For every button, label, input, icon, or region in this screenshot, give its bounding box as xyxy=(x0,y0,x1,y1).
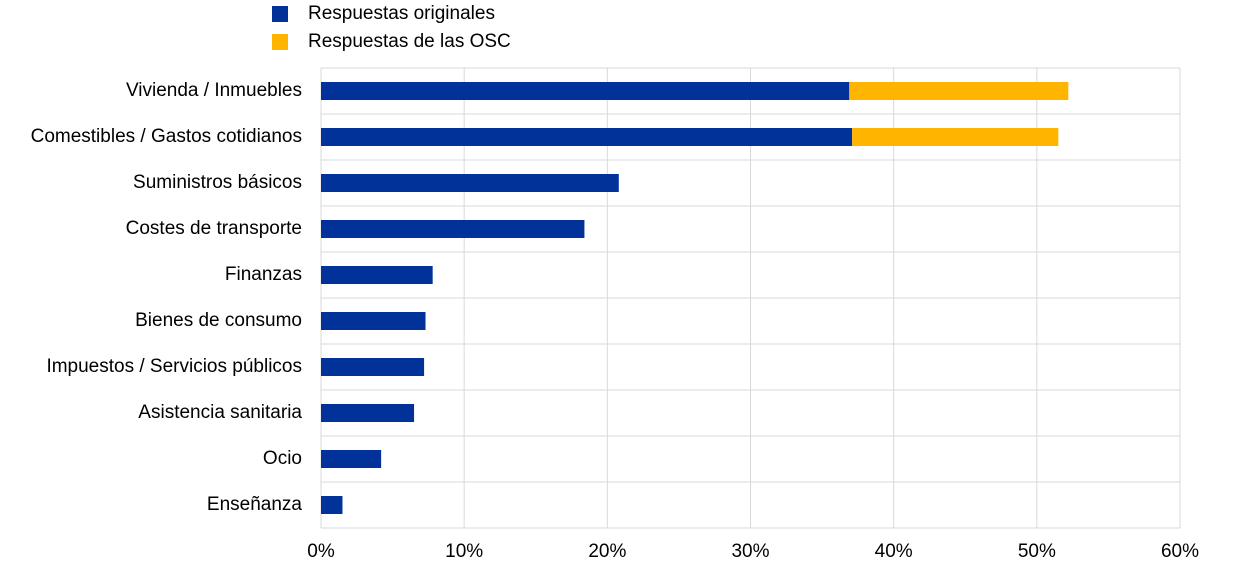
y-tick-label: Finanzas xyxy=(225,264,302,285)
x-tick-label: 50% xyxy=(1018,541,1056,562)
y-tick-label: Bienes de consumo xyxy=(135,310,302,331)
y-tick-label: Comestibles / Gastos cotidianos xyxy=(31,126,302,147)
legend-swatch xyxy=(272,6,288,22)
x-tick-label: 60% xyxy=(1161,541,1199,562)
bar xyxy=(321,450,382,468)
legend-swatch xyxy=(272,34,288,50)
bar xyxy=(852,128,1059,146)
x-tick-label: 10% xyxy=(445,541,483,562)
bar xyxy=(321,82,850,100)
y-tick-label: Asistencia sanitaria xyxy=(138,402,302,423)
bar xyxy=(321,174,619,192)
bar xyxy=(321,404,415,422)
x-tick-label: 30% xyxy=(731,541,769,562)
bar xyxy=(321,220,585,238)
y-tick-label: Vivienda / Inmuebles xyxy=(126,80,302,101)
legend-label: Respuestas originales xyxy=(308,3,495,24)
bar xyxy=(321,496,343,514)
y-tick-label: Costes de transporte xyxy=(126,218,302,239)
bar xyxy=(321,312,426,330)
y-tick-label: Enseñanza xyxy=(207,494,303,515)
y-tick-label: Ocio xyxy=(263,448,302,469)
x-tick-label: 20% xyxy=(588,541,626,562)
x-tick-label: 40% xyxy=(875,541,913,562)
bar xyxy=(321,266,433,284)
y-tick-label: Suministros básicos xyxy=(133,172,302,193)
bar xyxy=(321,358,425,376)
bar xyxy=(321,128,853,146)
y-tick-label: Impuestos / Servicios públicos xyxy=(46,356,302,377)
x-tick-label: 0% xyxy=(307,541,335,562)
bar xyxy=(849,82,1069,100)
legend-label: Respuestas de las OSC xyxy=(308,31,511,52)
